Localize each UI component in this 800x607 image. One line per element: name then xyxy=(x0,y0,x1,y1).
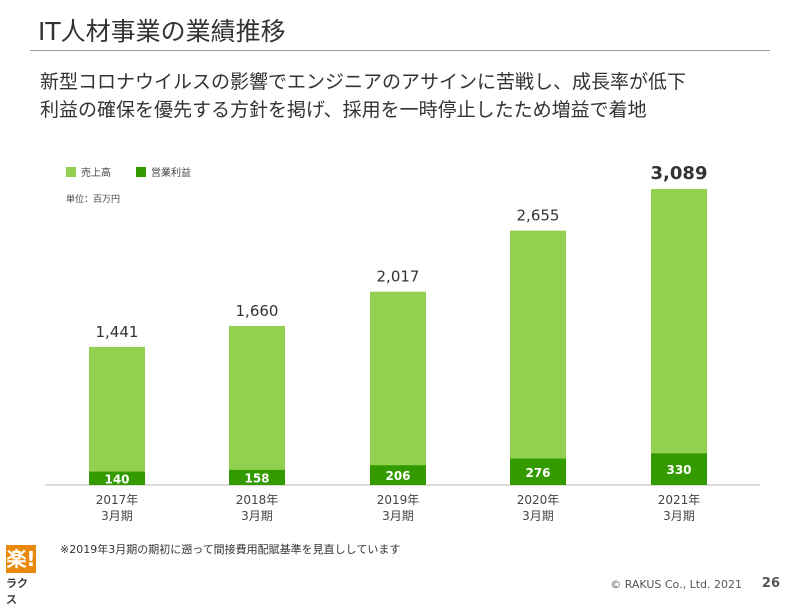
x-tick-label: 2019年 xyxy=(377,493,420,507)
bar-revenue xyxy=(510,230,566,485)
bar-revenue xyxy=(370,291,426,485)
revenue-label: 2,017 xyxy=(377,268,420,286)
profit-label: 330 xyxy=(666,463,691,477)
x-tick-label: 2018年 xyxy=(236,493,279,507)
legend-label-0: 売上高 xyxy=(81,166,111,179)
subtitle-line-1: 新型コロナウイルスの影響でエンジニアのアサインに苦戦し、成長率が低下 xyxy=(40,71,687,93)
page-number: 26 xyxy=(761,576,780,591)
footnote: ※2019年3月期の期初に遡って間接費用配賦基準を見直ししています xyxy=(60,543,401,556)
title-divider xyxy=(30,50,770,51)
x-tick-label: 3月期 xyxy=(663,509,695,523)
logo-text: ラクス xyxy=(6,577,28,606)
bar-revenue xyxy=(651,189,707,485)
x-tick-label: 3月期 xyxy=(382,509,414,523)
profit-label: 158 xyxy=(244,471,269,485)
bar-operating-profit xyxy=(370,465,426,485)
legend-swatch-1 xyxy=(136,167,146,177)
legend-swatch-0 xyxy=(66,167,76,177)
x-tick-label: 2017年 xyxy=(96,493,139,507)
rakus-logo: 楽! ラクス xyxy=(6,545,38,607)
profit-label: 276 xyxy=(525,466,550,480)
x-tick-label: 3月期 xyxy=(522,509,554,523)
x-tick-label: 2020年 xyxy=(517,493,560,507)
page-title: IT人材事業の業績推移 xyxy=(38,17,286,46)
revenue-label: 1,660 xyxy=(236,302,279,320)
x-tick-label: 3月期 xyxy=(101,509,133,523)
revenue-label: 3,089 xyxy=(651,163,708,184)
x-tick-label: 2021年 xyxy=(658,493,701,507)
bar-operating-profit xyxy=(510,458,566,485)
bar-operating-profit xyxy=(229,469,285,485)
bar-revenue xyxy=(229,325,285,485)
copyright: © RAKUS Co., Ltd. 2021 xyxy=(610,578,742,591)
bar-revenue xyxy=(89,346,145,485)
x-tick-label: 3月期 xyxy=(241,509,273,523)
unit-label: 単位：百万円 xyxy=(66,193,120,205)
bar-operating-profit xyxy=(651,453,707,485)
revenue-label: 2,655 xyxy=(517,207,560,225)
bar-operating-profit xyxy=(89,471,145,485)
legend-label-1: 営業利益 xyxy=(151,166,191,179)
logo-mark: 楽! xyxy=(6,545,36,573)
subtitle-line-2: 利益の確保を優先する方針を掲げ、採用を一時停止したため増益で着地 xyxy=(40,99,647,121)
revenue-label: 1,441 xyxy=(96,323,139,341)
profit-label: 206 xyxy=(385,469,410,483)
profit-label: 140 xyxy=(104,472,129,486)
